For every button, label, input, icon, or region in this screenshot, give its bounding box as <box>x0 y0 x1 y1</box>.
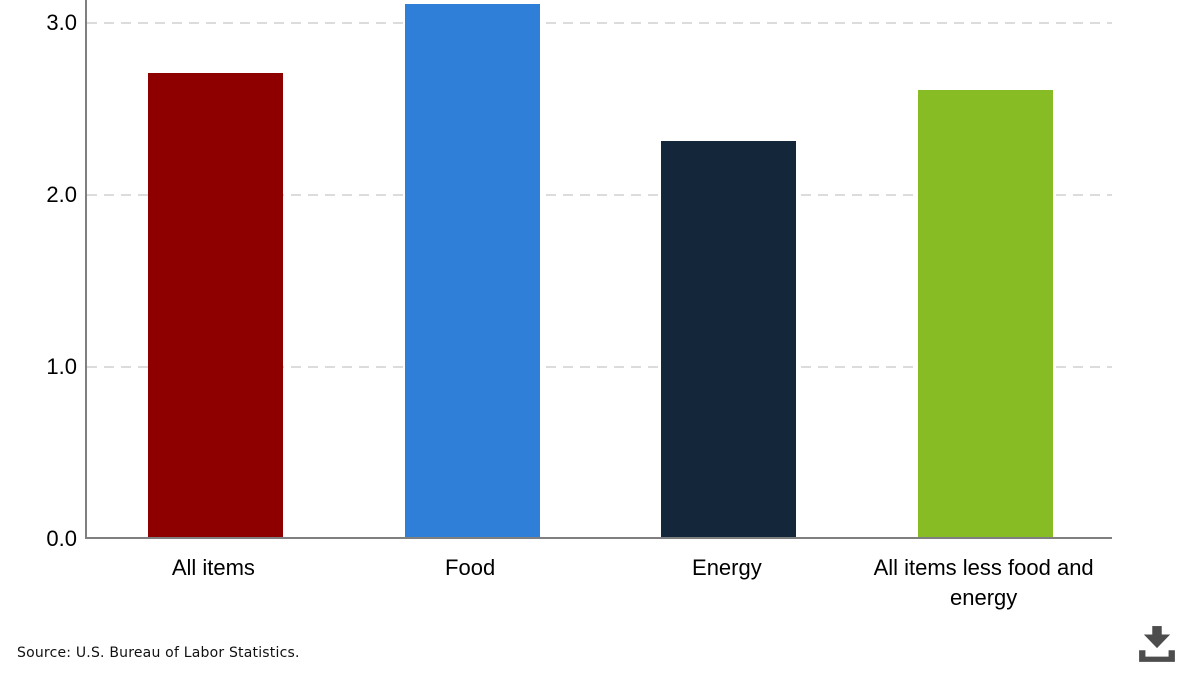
download-icon <box>1139 626 1175 662</box>
y-tick-label-1.0: 1.0 <box>46 354 77 379</box>
bar-all-items[interactable] <box>148 73 283 537</box>
gridline-2.0 <box>87 194 1112 196</box>
bar-all-items-less-food-and-energy[interactable] <box>918 90 1053 537</box>
gridline-3.0 <box>87 22 1112 24</box>
y-tick-label-3.0: 3.0 <box>46 10 77 35</box>
x-axis: All items Food Energy All items less food a… <box>85 553 1112 613</box>
gridline-1.0 <box>87 366 1112 368</box>
bar-food[interactable] <box>405 4 540 537</box>
plot-area <box>85 0 1112 539</box>
source-note: Source: U.S. Bureau of Labor Statistics. <box>17 645 300 661</box>
y-tick-label-2.0: 2.0 <box>46 182 77 207</box>
x-axis-label-all-items-less-food-and-energy: All items less food and energy <box>873 555 1094 610</box>
x-axis-label-energy: Energy <box>692 555 762 580</box>
y-tick-label-0.0: 0.0 <box>46 526 77 551</box>
y-axis: 0.0 1.0 2.0 3.0 <box>0 0 77 560</box>
download-button[interactable] <box>1136 625 1178 665</box>
x-axis-label-all-items: All items <box>171 555 255 580</box>
x-axis-label-food: Food <box>445 555 496 580</box>
bar-energy[interactable] <box>661 141 796 537</box>
